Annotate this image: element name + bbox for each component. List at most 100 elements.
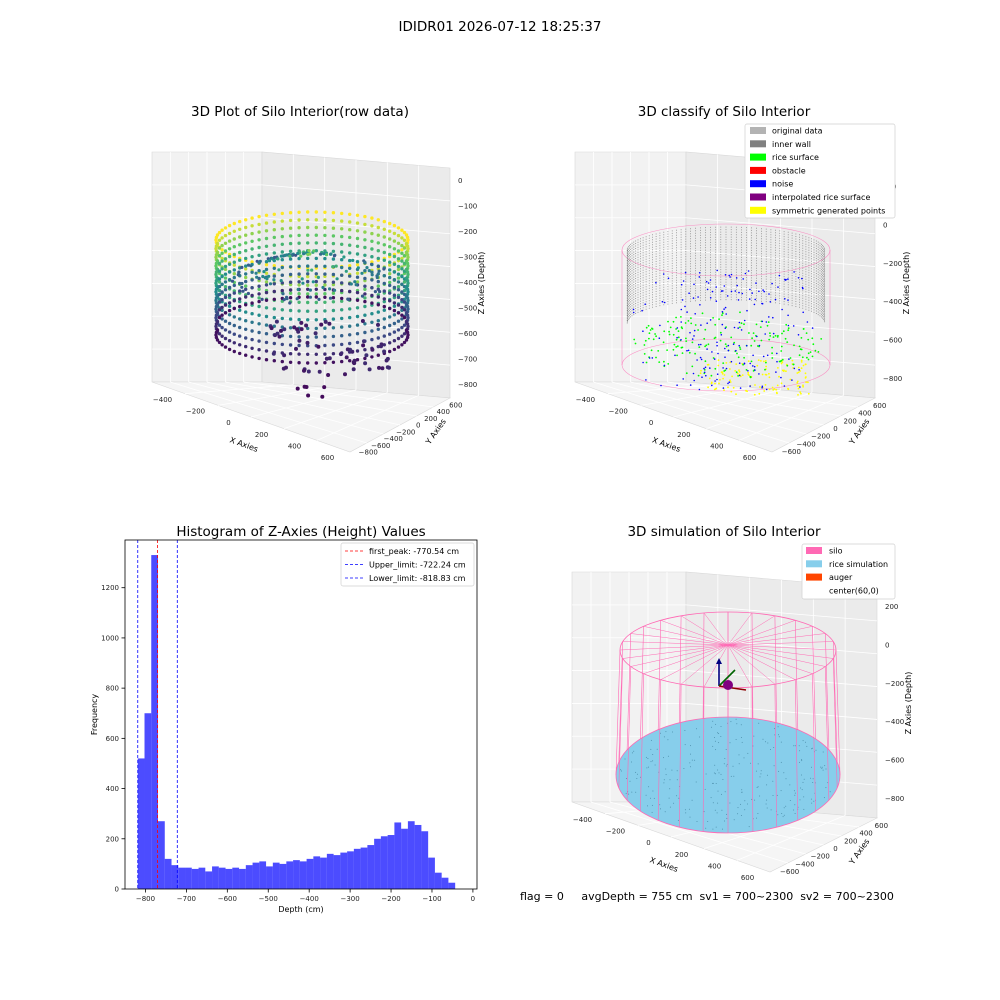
simulation-silo-roof-wire	[727, 644, 826, 667]
classify-noise-point	[737, 327, 739, 329]
raw-data-point	[220, 305, 224, 310]
simulation-rice-point	[672, 731, 673, 733]
raw-data-point	[272, 297, 276, 301]
raw-data-point	[232, 332, 236, 336]
classify-symmetric-point	[764, 384, 767, 386]
classify-symmetric-point	[802, 384, 804, 387]
simulation-silo-roof-wire	[727, 644, 776, 685]
raw-data-point	[227, 231, 232, 236]
classify-symmetric-point	[763, 390, 766, 392]
raw-data-point	[363, 292, 367, 296]
raw-data-point	[306, 241, 310, 245]
raw-data-point	[302, 384, 307, 389]
simulation-rice-point	[798, 745, 800, 747]
simulation-rice-point	[650, 739, 652, 741]
simulation-rice-point	[782, 816, 784, 818]
sim-z-tick-label: −600	[885, 757, 904, 765]
raw-data-point	[396, 226, 401, 230]
raw-data-point	[244, 256, 248, 261]
raw-data-point	[307, 249, 311, 253]
simulation-rice-point	[716, 812, 718, 814]
classify-noise-point	[716, 344, 718, 347]
raw-data-point	[314, 256, 318, 261]
simulation-silo-roof-wire	[727, 612, 753, 646]
raw-data-point	[370, 224, 374, 228]
raw-data-point	[277, 334, 282, 339]
classify-rice-point	[739, 346, 741, 349]
raw-data-point	[296, 251, 300, 256]
raw-data-point	[244, 287, 248, 291]
simulation-rice-point	[659, 804, 661, 806]
raw-data-point	[297, 241, 301, 245]
raw-data-point	[297, 317, 301, 322]
classify-symmetric-point	[707, 363, 710, 366]
simulation-rice-point	[664, 811, 666, 813]
raw-data-point	[402, 230, 407, 235]
histogram-bar	[259, 861, 267, 889]
cls-z-tick-label: −800	[883, 375, 902, 383]
simulation-rice-point	[794, 794, 796, 796]
raw-data-point	[257, 304, 261, 309]
raw-data-point	[220, 308, 224, 312]
classify-noise-point	[743, 362, 746, 365]
simulation-rice-point	[821, 766, 823, 768]
classify-rice-point	[677, 330, 680, 332]
classify-noise-point	[776, 352, 778, 355]
raw-data-point	[348, 333, 352, 337]
raw-data-point	[288, 326, 293, 330]
raw-data-point	[214, 298, 218, 303]
simulation-rice-point	[747, 752, 749, 754]
raw-data-point	[382, 243, 386, 247]
raw-data-point	[250, 216, 254, 220]
raw-data-point	[316, 275, 320, 279]
simulation-silo-wire	[835, 649, 841, 776]
classify-noise-point	[788, 358, 790, 360]
classify-rice-point	[771, 346, 773, 349]
raw-data-point	[382, 235, 386, 239]
simulation-rice-point	[705, 827, 707, 829]
raw-data-point	[223, 257, 228, 261]
simulation-rice-point	[743, 757, 745, 759]
raw-data-point	[306, 335, 310, 339]
raw-data-point	[396, 285, 401, 289]
classify-noise-point	[753, 365, 756, 368]
raw-data-point	[306, 256, 310, 261]
raw-data-point	[238, 334, 242, 338]
classify-rice-point	[676, 345, 679, 348]
raw-data-point	[214, 264, 218, 268]
classify-symmetric-point	[796, 382, 799, 384]
simulation-silo-roof-wire	[622, 641, 729, 646]
classify-noise-point	[716, 373, 719, 376]
classify-rice-point	[685, 337, 687, 340]
classify-noise-point	[734, 290, 737, 292]
raw-data-point	[238, 299, 242, 304]
raw-data-point	[331, 352, 336, 356]
raw-data-point	[250, 278, 254, 282]
cls-grid-line	[685, 315, 876, 333]
simulation-rice-point	[684, 809, 686, 811]
raw-data-point	[382, 334, 386, 338]
raw-data-point	[255, 275, 259, 279]
raw-data-point	[264, 229, 269, 233]
simulation-rice-point	[773, 728, 775, 730]
histogram-bar	[306, 858, 314, 889]
classify-noise-point	[761, 320, 764, 323]
raw-data-point	[282, 298, 286, 302]
classify-noise-point	[693, 335, 695, 337]
raw-data-point	[272, 278, 276, 282]
classify-rice-point	[782, 330, 785, 333]
classify-noise-point	[784, 298, 786, 300]
simulation-rice-point	[652, 790, 654, 792]
classify-noise-point	[716, 378, 718, 381]
classify-rice-point	[800, 348, 803, 351]
simulation-silo-roof-wire	[727, 641, 834, 646]
raw-data-point	[300, 277, 304, 281]
classify-noise-point	[758, 290, 760, 293]
classify-rice-point	[792, 363, 795, 366]
panel-classify-title: 3D classify of Silo Interior	[638, 104, 811, 120]
raw-data-point	[236, 273, 240, 277]
raw-data-point	[388, 229, 392, 233]
raw-data-point	[402, 280, 407, 284]
raw-data-point	[402, 288, 407, 293]
histogram-bars	[137, 555, 456, 889]
